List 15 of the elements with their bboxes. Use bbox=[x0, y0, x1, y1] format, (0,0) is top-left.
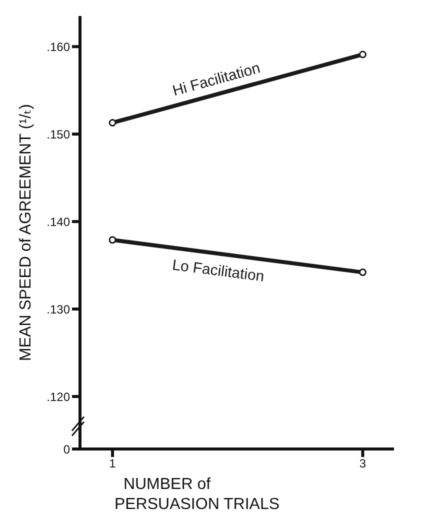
text: Lo Facilitation bbox=[171, 256, 266, 286]
x-tick-label: 3 bbox=[359, 456, 366, 471]
y-tick-label: .130 bbox=[46, 302, 70, 316]
y-tick-label: .150 bbox=[46, 127, 70, 142]
y-tick-label: .140 bbox=[46, 214, 70, 229]
y-axis-title: MEAN SPEED of AGREEMENT (¹/ₜ) bbox=[18, 104, 35, 361]
point bbox=[358, 268, 366, 276]
point bbox=[108, 118, 116, 126]
y-tick-label: .160 bbox=[46, 40, 70, 54]
point bbox=[358, 50, 366, 58]
y-tick-label: .120 bbox=[46, 390, 70, 404]
point bbox=[108, 236, 116, 244]
x-axis-title: NUMBER of PERSUASION TRIALS bbox=[114, 476, 280, 513]
x-tick-label: 1 bbox=[109, 456, 116, 471]
y-tick-label: 0 bbox=[63, 442, 70, 456]
